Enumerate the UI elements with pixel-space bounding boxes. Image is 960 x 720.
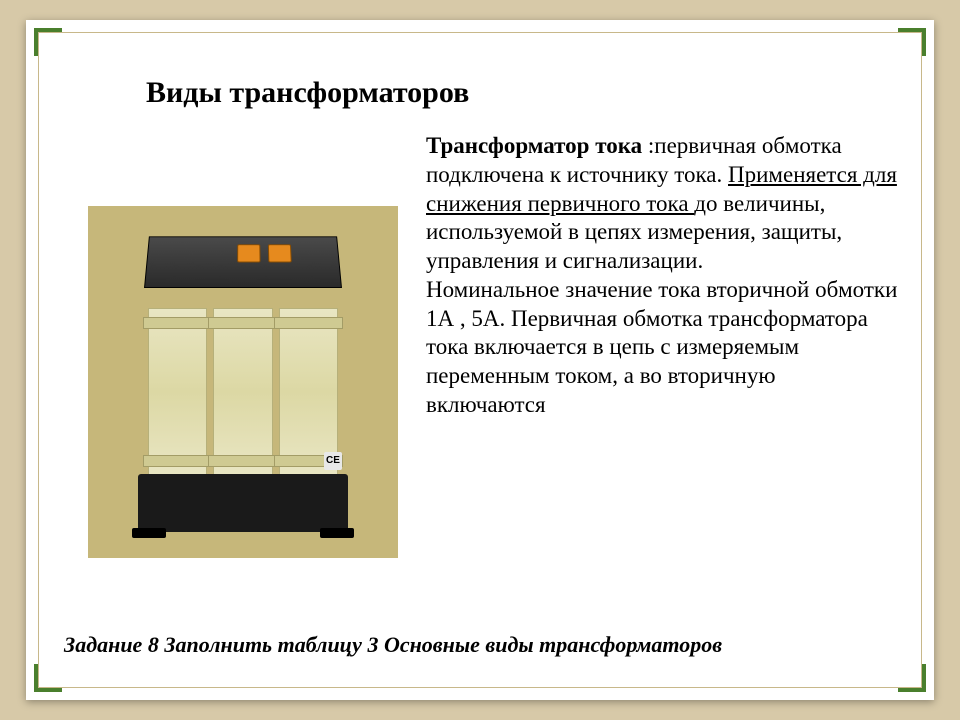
- corner-accent-icon: [898, 28, 926, 56]
- coil-icon: [148, 308, 207, 476]
- body-segment: Номинальное значение тока вторичной обмо…: [426, 277, 897, 417]
- coil-icon: [213, 308, 272, 476]
- ce-mark-icon: CE: [324, 452, 342, 470]
- slide-body-text: Трансформатор тока :первичная обмотка по…: [426, 132, 898, 420]
- corner-accent-icon: [34, 664, 62, 692]
- task-caption-text: Задание 8 Заполнить таблицу 3 Основные в…: [64, 632, 722, 657]
- mounting-foot-icon: [132, 528, 166, 538]
- terminal-icon: [237, 244, 260, 262]
- corner-accent-icon: [34, 28, 62, 56]
- device-base: [138, 474, 348, 532]
- task-caption: Задание 8 Заполнить таблицу 3 Основные в…: [52, 626, 902, 664]
- transformer-illustration: CE: [138, 232, 348, 532]
- device-top-panel: [144, 236, 342, 288]
- slide-page: Виды трансформаторов Трансформатор тока …: [26, 20, 934, 700]
- body-heading: Трансформатор тока: [426, 133, 642, 158]
- corner-accent-icon: [898, 664, 926, 692]
- coil-icon: [279, 308, 338, 476]
- mounting-foot-icon: [320, 528, 354, 538]
- transformer-figure: CE: [88, 206, 398, 558]
- slide-title: Виды трансформаторов: [146, 76, 469, 110]
- terminal-icon: [268, 244, 292, 262]
- device-core: [148, 308, 338, 476]
